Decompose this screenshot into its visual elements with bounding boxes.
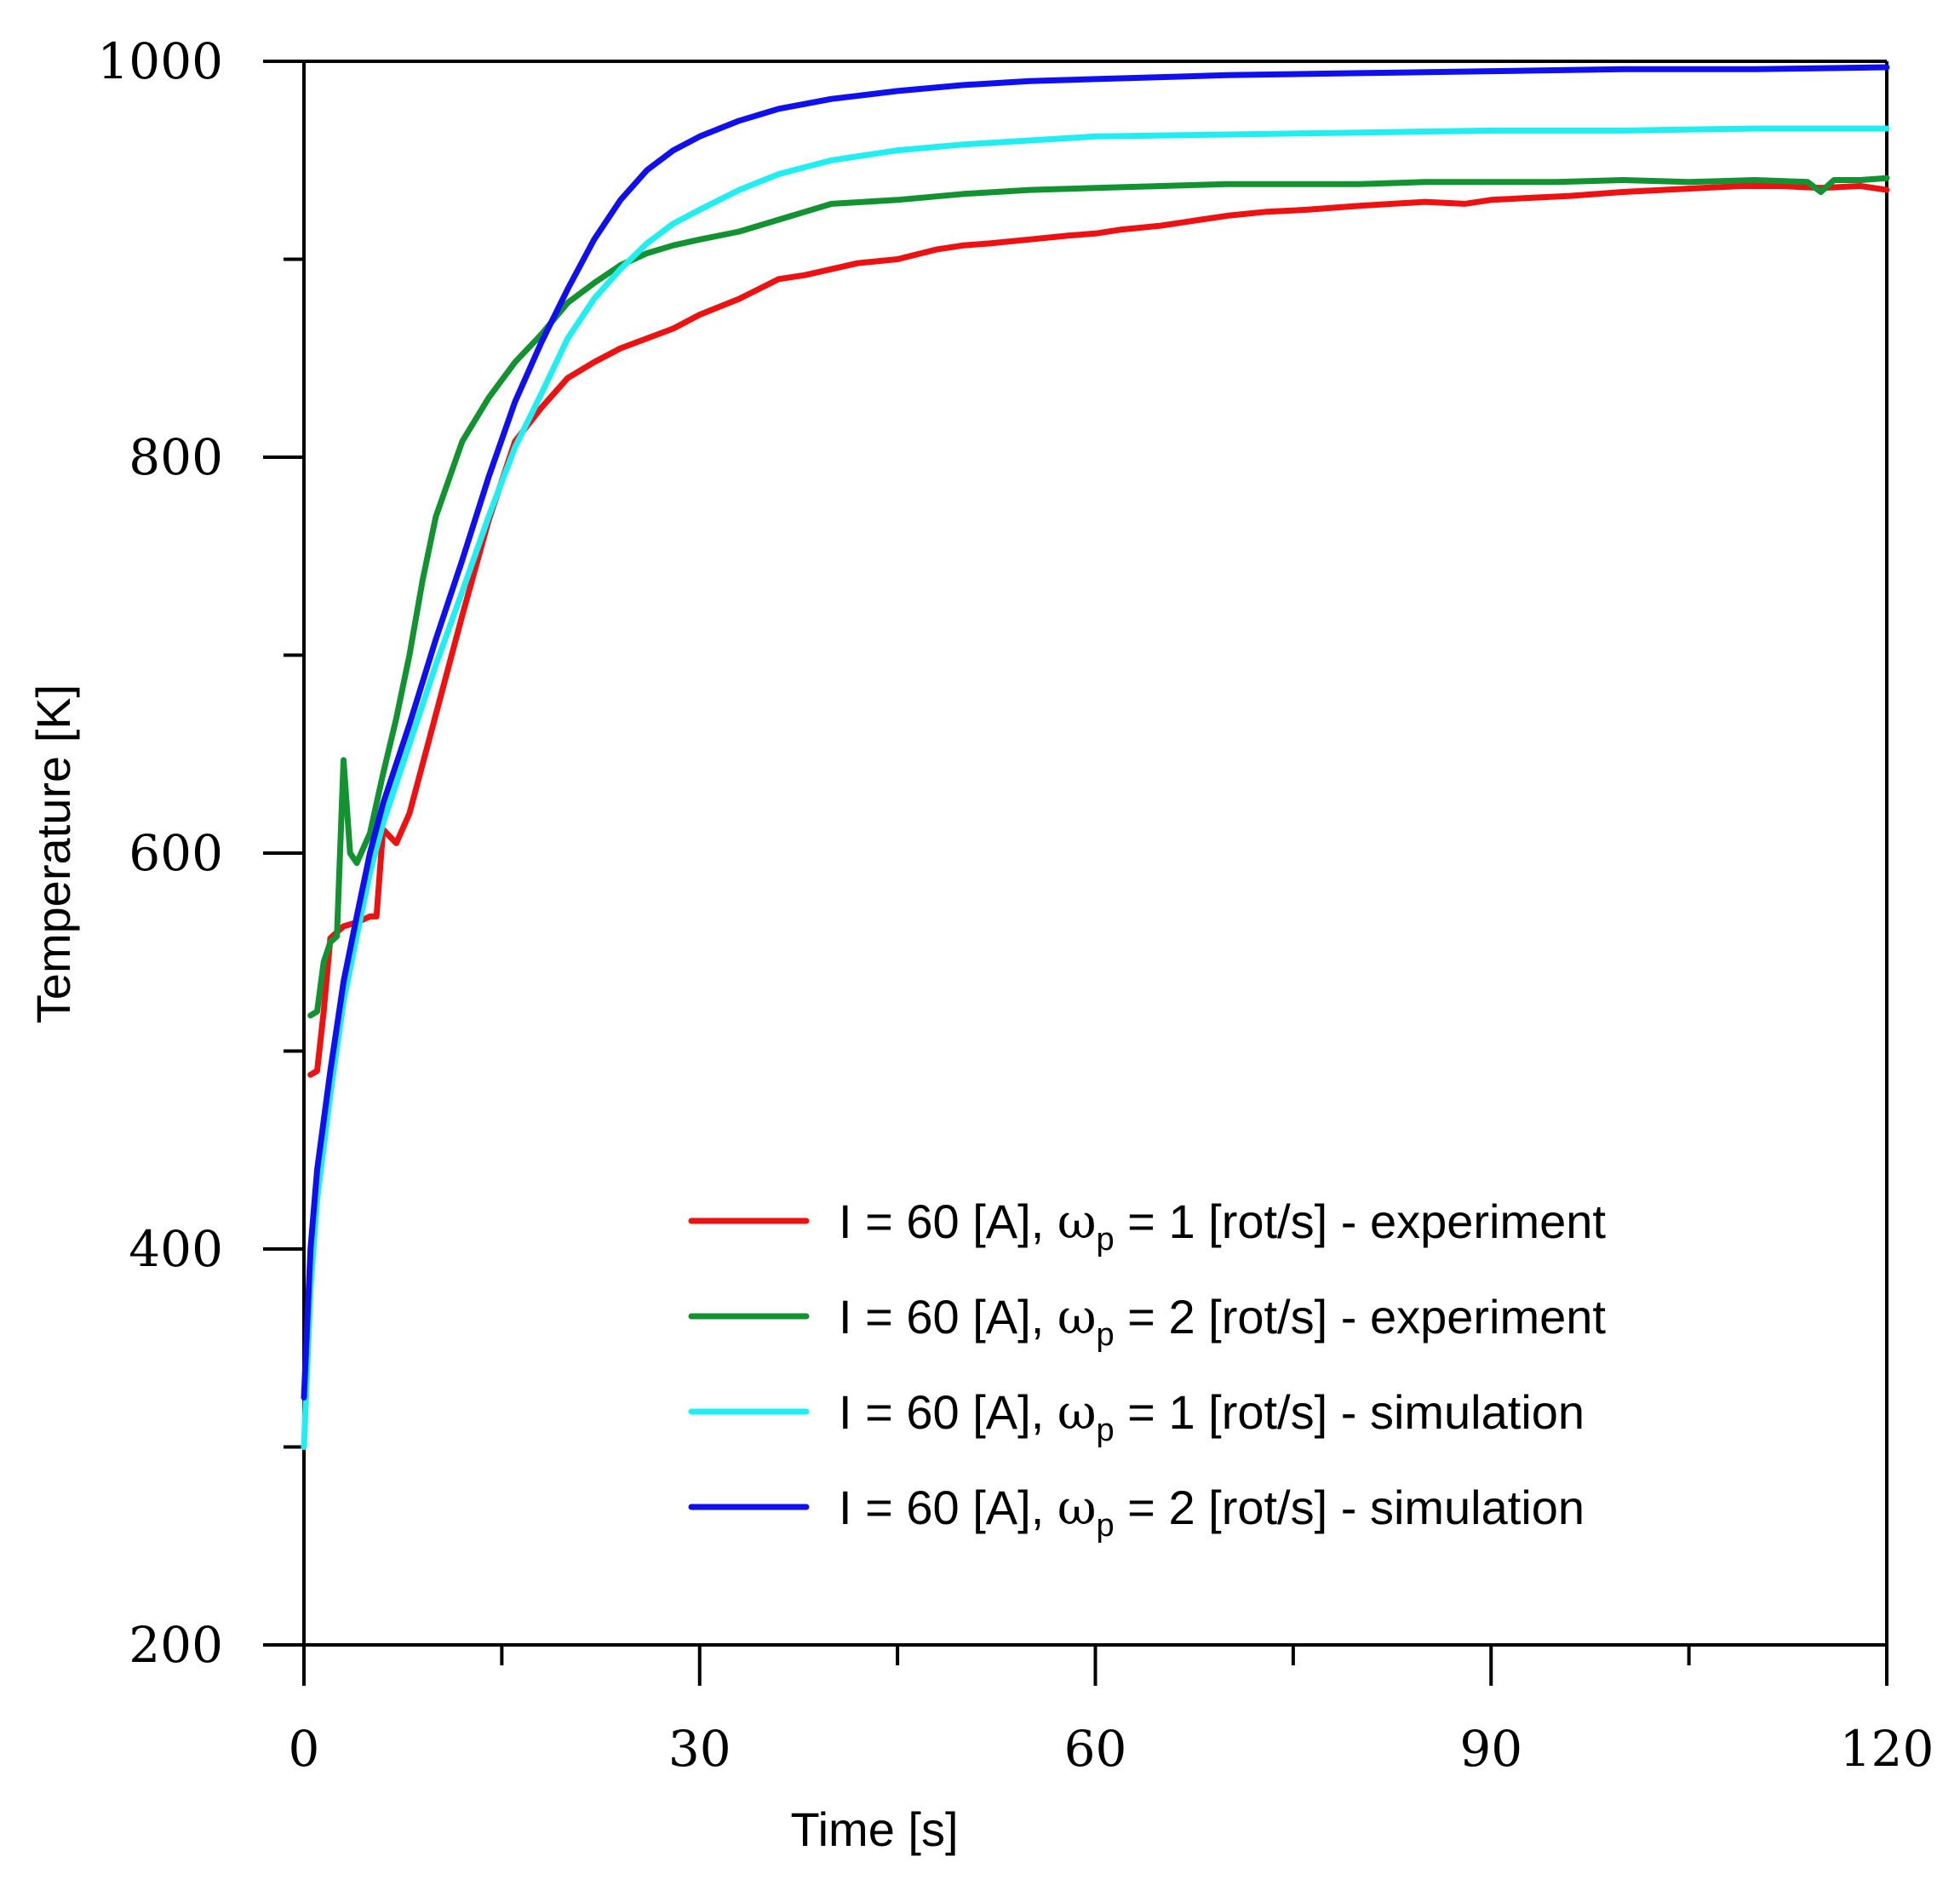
x-tick-label: 30 bbox=[668, 1720, 731, 1778]
legend-label: I = 60 [A], ωp = 2 [rot/s] - simulation bbox=[839, 1481, 1585, 1544]
y-tick-label: 600 bbox=[129, 824, 223, 882]
x-tick-label: 60 bbox=[1064, 1720, 1127, 1778]
y-axis-title: Temperature [K] bbox=[26, 685, 80, 1023]
series-line bbox=[307, 183, 1890, 1078]
y-tick-label: 400 bbox=[129, 1220, 223, 1278]
y-tick-label: 1000 bbox=[97, 32, 223, 90]
x-tick-label: 0 bbox=[289, 1720, 320, 1778]
x-axis-title: Time [s] bbox=[790, 1802, 958, 1856]
legend: I = 60 [A], ωp = 1 [rot/s] - experiment … bbox=[688, 1195, 1606, 1544]
series-line bbox=[301, 64, 1890, 1401]
tick-labels: 200 400 600 800 1000 0 30 60 90 120 bbox=[97, 32, 1934, 1778]
legend-label: I = 60 [A], ωp = 1 [rot/s] - simulation bbox=[839, 1385, 1585, 1448]
y-tick-label: 200 bbox=[129, 1616, 223, 1674]
legend-label: I = 60 [A], ωp = 1 [rot/s] - experiment bbox=[839, 1195, 1606, 1258]
x-tick-label: 120 bbox=[1840, 1720, 1934, 1778]
series-lines bbox=[301, 64, 1890, 1450]
x-tick-label: 90 bbox=[1459, 1720, 1522, 1778]
series-line bbox=[307, 175, 1890, 1019]
legend-label: I = 60 [A], ωp = 2 [rot/s] - experiment bbox=[839, 1290, 1606, 1353]
series-line bbox=[301, 125, 1890, 1450]
y-tick-label: 800 bbox=[129, 428, 223, 486]
